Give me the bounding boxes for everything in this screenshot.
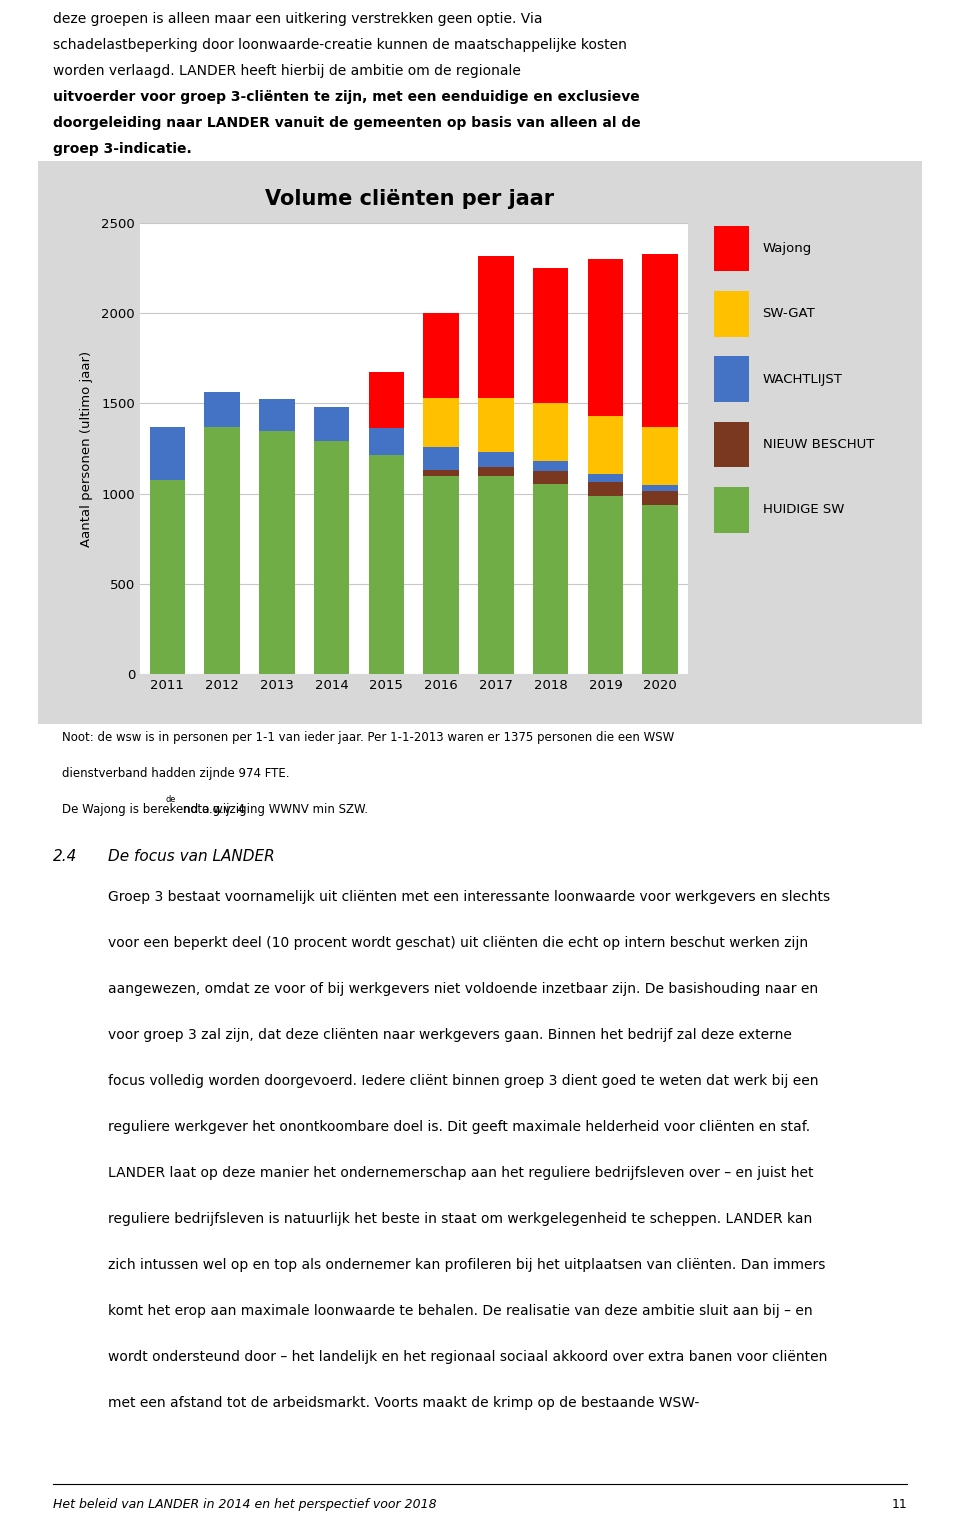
FancyBboxPatch shape xyxy=(714,422,749,467)
FancyBboxPatch shape xyxy=(714,487,749,533)
Bar xyxy=(259,431,295,674)
Bar xyxy=(533,461,568,472)
Text: WACHTLIJST: WACHTLIJST xyxy=(762,373,843,385)
Bar xyxy=(423,399,459,447)
Text: dienstverband hadden zijnde 974 FTE.: dienstverband hadden zijnde 974 FTE. xyxy=(62,767,290,779)
Bar xyxy=(423,470,459,475)
Bar xyxy=(642,505,678,674)
Bar xyxy=(533,268,568,403)
Bar xyxy=(369,455,404,674)
Text: aangewezen, omdat ze voor of bij werkgevers niet voldoende inzetbaar zijn. De ba: aangewezen, omdat ze voor of bij werkgev… xyxy=(108,982,819,997)
Bar xyxy=(150,479,185,674)
Bar xyxy=(533,403,568,461)
Text: De focus van LANDER: De focus van LANDER xyxy=(108,849,276,864)
Bar xyxy=(588,496,623,674)
Text: schadelastbeperking door loonwaarde-creatie kunnen de maatschappelijke kosten: schadelastbeperking door loonwaarde-crea… xyxy=(53,38,627,52)
Bar xyxy=(588,416,623,473)
Text: Het beleid van LANDER in 2014 en het perspectief voor 2018: Het beleid van LANDER in 2014 en het per… xyxy=(53,1498,437,1511)
Text: De Wajong is berekend o.g.v. 4: De Wajong is berekend o.g.v. 4 xyxy=(62,804,246,816)
Bar xyxy=(423,314,459,399)
Bar xyxy=(478,399,514,452)
Bar xyxy=(588,259,623,416)
Text: voor groep 3 zal zijn, dat deze cliënten naar werkgevers gaan. Binnen het bedrij: voor groep 3 zal zijn, dat deze cliënten… xyxy=(108,1029,792,1043)
Bar xyxy=(478,256,514,399)
Bar xyxy=(533,472,568,484)
Bar xyxy=(423,475,459,674)
Bar xyxy=(314,441,349,674)
Bar xyxy=(369,428,404,455)
Text: uitvoerder voor groep 3-cliënten te zijn, met een eenduidige en exclusieve: uitvoerder voor groep 3-cliënten te zijn… xyxy=(53,90,639,103)
Text: worden verlaagd. LANDER heeft hierbij de ambitie om de regionale: worden verlaagd. LANDER heeft hierbij de… xyxy=(53,64,520,78)
Bar xyxy=(478,452,514,467)
Text: HUIDIGE SW: HUIDIGE SW xyxy=(762,504,844,516)
Text: reguliere werkgever het onontkoombare doel is. Dit geeft maximale helderheid voo: reguliere werkgever het onontkoombare do… xyxy=(108,1120,810,1134)
Bar xyxy=(642,492,678,505)
Bar xyxy=(204,391,240,426)
Bar xyxy=(478,467,514,475)
Text: wordt ondersteund door – het landelijk en het regionaal sociaal akkoord over ext: wordt ondersteund door – het landelijk e… xyxy=(108,1350,828,1364)
Text: Noot: de wsw is in personen per 1-1 van ieder jaar. Per 1-1-2013 waren er 1375 p: Noot: de wsw is in personen per 1-1 van … xyxy=(62,731,675,744)
Text: doorgeleiding naar LANDER vanuit de gemeenten op basis van alleen al de: doorgeleiding naar LANDER vanuit de geme… xyxy=(53,116,640,129)
Bar xyxy=(369,371,404,428)
Text: komt het erop aan maximale loonwaarde te behalen. De realisatie van deze ambitie: komt het erop aan maximale loonwaarde te… xyxy=(108,1304,813,1318)
Bar xyxy=(642,254,678,426)
Text: 2.4: 2.4 xyxy=(53,849,77,864)
Bar xyxy=(642,484,678,492)
Text: groep 3-indicatie.: groep 3-indicatie. xyxy=(53,142,192,155)
Text: Volume cliënten per jaar: Volume cliënten per jaar xyxy=(265,190,554,210)
Text: Wajong: Wajong xyxy=(762,242,812,256)
Text: met een afstand tot de arbeidsmarkt. Voorts maakt de krimp op de bestaande WSW-: met een afstand tot de arbeidsmarkt. Voo… xyxy=(108,1396,700,1411)
Bar xyxy=(204,426,240,674)
Bar xyxy=(314,406,349,441)
Y-axis label: Aantal personen (ultimo jaar): Aantal personen (ultimo jaar) xyxy=(80,350,93,546)
Bar xyxy=(150,426,185,479)
Text: reguliere bedrijfsleven is natuurlijk het beste in staat om werkgelegenheid te s: reguliere bedrijfsleven is natuurlijk he… xyxy=(108,1212,812,1227)
Text: focus volledig worden doorgevoerd. Iedere cliënt binnen groep 3 dient goed te we: focus volledig worden doorgevoerd. Ieder… xyxy=(108,1075,819,1088)
Bar xyxy=(533,484,568,674)
Text: nota wijziging WWNV min SZW.: nota wijziging WWNV min SZW. xyxy=(180,804,369,816)
Bar xyxy=(259,399,295,431)
FancyBboxPatch shape xyxy=(714,356,749,402)
Bar xyxy=(642,426,678,484)
Bar xyxy=(588,482,623,496)
Bar xyxy=(588,473,623,482)
Text: voor een beperkt deel (10 procent wordt geschat) uit cliënten die echt op intern: voor een beperkt deel (10 procent wordt … xyxy=(108,936,808,950)
Text: zich intussen wel op en top als ondernemer kan profileren bij het uitplaatsen va: zich intussen wel op en top als ondernem… xyxy=(108,1259,826,1272)
Text: SW-GAT: SW-GAT xyxy=(762,307,815,320)
Text: LANDER laat op deze manier het ondernemerschap aan het reguliere bedrijfsleven o: LANDER laat op deze manier het onderneme… xyxy=(108,1166,814,1180)
Text: deze groepen is alleen maar een uitkering verstrekken geen optie. Via: deze groepen is alleen maar een uitkerin… xyxy=(53,12,542,26)
Text: de: de xyxy=(165,794,176,804)
Bar xyxy=(478,475,514,674)
Bar xyxy=(423,447,459,470)
FancyBboxPatch shape xyxy=(714,225,749,271)
Text: 11: 11 xyxy=(892,1498,907,1511)
Text: NIEUW BESCHUT: NIEUW BESCHUT xyxy=(762,438,874,451)
Text: Groep 3 bestaat voornamelijk uit cliënten met een interessante loonwaarde voor w: Groep 3 bestaat voornamelijk uit cliënte… xyxy=(108,890,830,904)
FancyBboxPatch shape xyxy=(714,291,749,336)
